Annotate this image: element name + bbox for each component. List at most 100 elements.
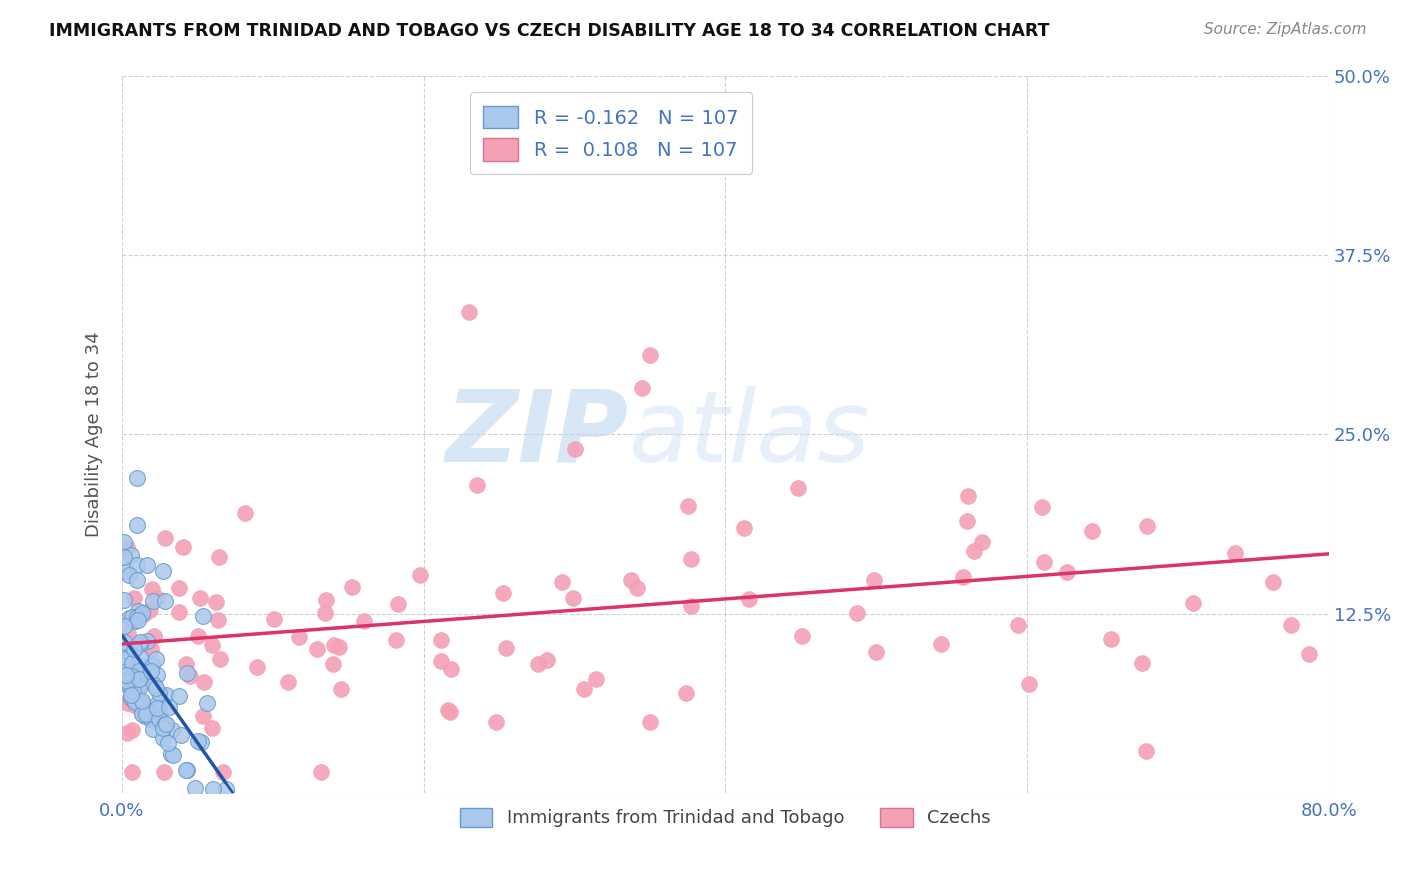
Point bbox=[125, 558, 148, 572]
Point bbox=[167, 581, 190, 595]
Point bbox=[437, 702, 460, 716]
Point bbox=[683, 154, 706, 169]
Point bbox=[128, 681, 150, 695]
Point bbox=[630, 381, 652, 395]
Point bbox=[170, 728, 193, 742]
Point bbox=[112, 619, 135, 633]
Point bbox=[929, 637, 952, 651]
Point bbox=[118, 567, 141, 582]
Point bbox=[620, 573, 643, 587]
Point bbox=[585, 673, 607, 687]
Point bbox=[387, 597, 409, 611]
Point bbox=[970, 535, 993, 549]
Point bbox=[124, 591, 146, 605]
Point bbox=[128, 673, 150, 687]
Point bbox=[142, 593, 165, 607]
Point bbox=[1135, 744, 1157, 758]
Point bbox=[328, 640, 350, 654]
Point bbox=[956, 514, 979, 528]
Point bbox=[138, 603, 160, 617]
Point bbox=[963, 544, 986, 558]
Point bbox=[128, 665, 150, 679]
Point bbox=[129, 649, 152, 664]
Point bbox=[120, 548, 142, 562]
Point bbox=[638, 349, 661, 363]
Point bbox=[142, 722, 165, 736]
Point bbox=[562, 591, 585, 605]
Point bbox=[152, 721, 174, 735]
Point bbox=[160, 723, 183, 737]
Point bbox=[786, 481, 808, 495]
Point bbox=[131, 697, 153, 711]
Point bbox=[120, 688, 142, 702]
Point bbox=[1130, 656, 1153, 670]
Point bbox=[353, 615, 375, 629]
Point bbox=[153, 532, 176, 546]
Point bbox=[132, 700, 155, 714]
Point bbox=[465, 477, 488, 491]
Point bbox=[127, 613, 149, 627]
Point bbox=[263, 612, 285, 626]
Point bbox=[134, 607, 156, 622]
Point bbox=[536, 653, 558, 667]
Point bbox=[115, 674, 138, 689]
Point bbox=[115, 726, 138, 740]
Point bbox=[1223, 546, 1246, 560]
Point bbox=[121, 764, 143, 779]
Point bbox=[129, 658, 152, 673]
Point bbox=[128, 635, 150, 649]
Point bbox=[440, 662, 463, 676]
Point bbox=[145, 668, 167, 682]
Point bbox=[626, 581, 648, 595]
Point bbox=[122, 692, 145, 706]
Point bbox=[1032, 555, 1054, 569]
Point bbox=[167, 605, 190, 619]
Point bbox=[176, 666, 198, 681]
Point bbox=[865, 644, 887, 658]
Point bbox=[430, 633, 453, 648]
Point bbox=[117, 666, 139, 681]
Point bbox=[305, 641, 328, 656]
Point bbox=[190, 735, 212, 749]
Point bbox=[112, 549, 135, 564]
Point bbox=[112, 665, 135, 679]
Point bbox=[150, 719, 173, 733]
Point bbox=[145, 652, 167, 666]
Point bbox=[135, 558, 157, 572]
Point bbox=[112, 593, 135, 607]
Point bbox=[131, 607, 153, 621]
Point bbox=[156, 736, 179, 750]
Point bbox=[125, 610, 148, 624]
Point bbox=[120, 690, 142, 705]
Point bbox=[188, 591, 211, 605]
Point bbox=[124, 690, 146, 705]
Point bbox=[205, 595, 228, 609]
Point bbox=[121, 656, 143, 670]
Point bbox=[124, 614, 146, 628]
Point bbox=[139, 642, 162, 657]
Point bbox=[638, 714, 661, 729]
Point bbox=[564, 442, 586, 457]
Point bbox=[676, 500, 699, 514]
Point bbox=[215, 782, 238, 797]
Point bbox=[112, 642, 135, 657]
Point bbox=[179, 669, 201, 683]
Point bbox=[1136, 519, 1159, 533]
Point bbox=[127, 470, 149, 484]
Point bbox=[129, 698, 152, 713]
Point bbox=[143, 629, 166, 643]
Point bbox=[155, 717, 177, 731]
Point bbox=[527, 657, 550, 672]
Point bbox=[112, 535, 135, 549]
Point bbox=[187, 734, 209, 748]
Point bbox=[485, 714, 508, 729]
Point bbox=[195, 696, 218, 710]
Point bbox=[128, 665, 150, 679]
Point bbox=[122, 698, 145, 712]
Text: atlas: atlas bbox=[628, 386, 870, 483]
Point bbox=[211, 764, 233, 779]
Point bbox=[117, 678, 139, 692]
Point bbox=[208, 549, 231, 564]
Point bbox=[148, 686, 170, 700]
Point bbox=[142, 709, 165, 723]
